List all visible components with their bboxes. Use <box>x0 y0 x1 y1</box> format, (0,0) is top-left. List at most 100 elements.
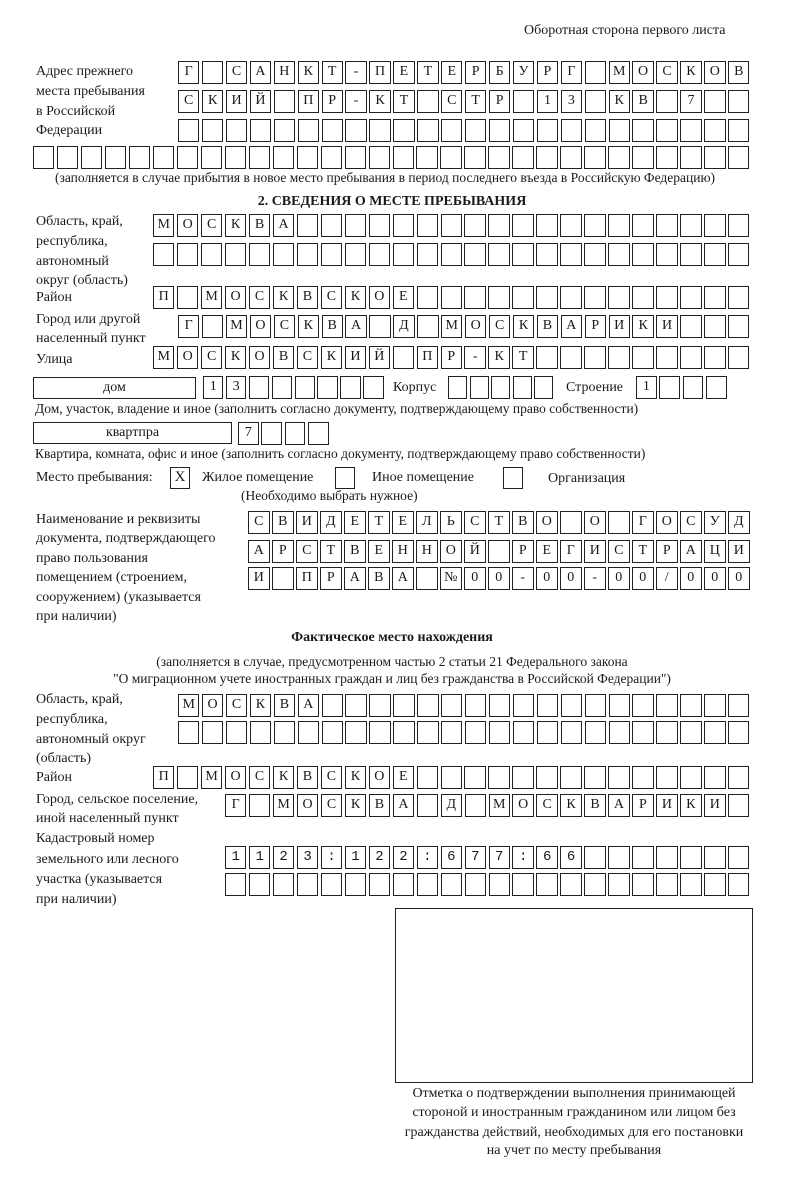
char-cell[interactable]: К <box>224 346 247 369</box>
char-cell[interactable]: Е <box>368 540 390 563</box>
char-cell[interactable]: Ц <box>704 540 726 563</box>
apartment-type-field[interactable]: квартпра <box>33 422 232 444</box>
char-cell[interactable] <box>536 214 558 237</box>
char-cell[interactable]: Г <box>560 61 583 84</box>
char-cell[interactable] <box>608 286 630 309</box>
char-cell[interactable]: Т <box>465 90 487 113</box>
char-cell[interactable] <box>728 873 750 896</box>
char-cell[interactable]: С <box>441 90 463 113</box>
house-type-field[interactable]: дом <box>33 377 196 399</box>
char-cell[interactable] <box>225 721 248 744</box>
char-cell[interactable] <box>584 119 606 142</box>
char-cell[interactable] <box>704 90 726 113</box>
char-cell[interactable]: К <box>297 315 319 338</box>
char-cell[interactable]: - <box>512 567 534 590</box>
char-cell[interactable]: 0 <box>536 567 558 590</box>
char-cell[interactable]: У <box>704 511 726 534</box>
char-cell[interactable]: 3 <box>225 376 247 399</box>
char-cell[interactable]: 3 <box>560 90 583 113</box>
char-cell[interactable]: 1 <box>536 90 559 113</box>
char-cell[interactable]: К <box>680 794 702 817</box>
char-cell[interactable]: А <box>608 794 630 817</box>
char-cell[interactable]: Р <box>465 61 487 84</box>
char-cell[interactable] <box>441 119 463 142</box>
char-cell[interactable]: Д <box>393 315 415 338</box>
char-cell[interactable] <box>441 721 463 744</box>
char-cell[interactable]: П <box>296 567 318 590</box>
char-cell[interactable]: О <box>704 61 726 84</box>
char-cell[interactable] <box>536 721 559 744</box>
char-cell[interactable]: В <box>248 214 271 237</box>
char-cell[interactable]: М <box>153 346 175 369</box>
char-cell[interactable] <box>560 119 583 142</box>
char-cell[interactable] <box>632 694 654 717</box>
char-cell[interactable]: К <box>272 766 295 789</box>
char-cell[interactable] <box>284 422 306 445</box>
char-cell[interactable]: К <box>560 794 582 817</box>
char-cell[interactable] <box>512 243 534 266</box>
char-cell[interactable] <box>632 243 654 266</box>
char-cell[interactable] <box>128 146 151 169</box>
char-cell[interactable] <box>705 376 727 399</box>
char-cell[interactable]: Р <box>440 346 462 369</box>
char-cell[interactable]: И <box>728 540 750 563</box>
char-cell[interactable]: И <box>656 794 678 817</box>
char-cell[interactable] <box>728 146 750 169</box>
char-cell[interactable] <box>512 694 535 717</box>
char-cell[interactable] <box>224 243 247 266</box>
char-cell[interactable]: С <box>656 61 678 84</box>
char-cell[interactable]: В <box>584 794 606 817</box>
char-cell[interactable]: Т <box>632 540 654 563</box>
char-cell[interactable]: В <box>368 794 391 817</box>
char-cell[interactable]: А <box>344 567 366 590</box>
char-cell[interactable] <box>273 90 296 113</box>
char-cell[interactable]: Д <box>440 794 463 817</box>
char-cell[interactable] <box>248 873 271 896</box>
char-cell[interactable]: Р <box>512 540 534 563</box>
char-cell[interactable]: И <box>225 90 248 113</box>
char-cell[interactable]: Е <box>392 286 415 309</box>
char-cell[interactable] <box>608 511 630 534</box>
char-cell[interactable]: - <box>345 61 367 84</box>
char-cell[interactable] <box>704 286 726 309</box>
char-cell[interactable] <box>201 61 224 84</box>
char-cell[interactable] <box>680 119 702 142</box>
char-cell[interactable] <box>656 346 678 369</box>
char-cell[interactable]: 0 <box>632 567 654 590</box>
char-cell[interactable] <box>512 286 534 309</box>
char-cell[interactable]: Р <box>584 315 606 338</box>
char-cell[interactable] <box>656 846 678 869</box>
char-cell[interactable] <box>417 721 439 744</box>
char-cell[interactable] <box>488 540 510 563</box>
char-cell[interactable] <box>632 873 654 896</box>
char-cell[interactable]: О <box>224 286 247 309</box>
char-cell[interactable]: К <box>608 90 630 113</box>
char-cell[interactable] <box>340 376 361 399</box>
char-cell[interactable]: Р <box>656 540 678 563</box>
char-cell[interactable] <box>201 315 224 338</box>
char-cell[interactable]: А <box>249 61 272 84</box>
char-cell[interactable]: У <box>512 61 535 84</box>
char-cell[interactable]: К <box>272 286 295 309</box>
char-cell[interactable]: К <box>344 286 367 309</box>
char-cell[interactable] <box>560 694 583 717</box>
char-cell[interactable] <box>465 721 487 744</box>
checkbox-organization[interactable] <box>503 467 523 489</box>
char-cell[interactable]: С <box>225 61 248 84</box>
char-cell[interactable] <box>656 146 678 169</box>
char-cell[interactable] <box>512 721 535 744</box>
char-cell[interactable] <box>536 846 558 869</box>
char-cell[interactable] <box>488 846 510 869</box>
char-cell[interactable]: И <box>344 346 367 369</box>
char-cell[interactable] <box>488 694 511 717</box>
char-cell[interactable]: О <box>465 315 487 338</box>
char-cell[interactable]: Р <box>321 90 343 113</box>
char-cell[interactable] <box>178 721 200 744</box>
char-cell[interactable] <box>345 694 367 717</box>
char-cell[interactable] <box>584 90 606 113</box>
char-cell[interactable] <box>200 243 223 266</box>
char-cell[interactable]: Е <box>392 511 414 534</box>
char-cell[interactable]: А <box>560 315 583 338</box>
char-cell[interactable]: С <box>296 346 319 369</box>
char-cell[interactable] <box>680 873 702 896</box>
